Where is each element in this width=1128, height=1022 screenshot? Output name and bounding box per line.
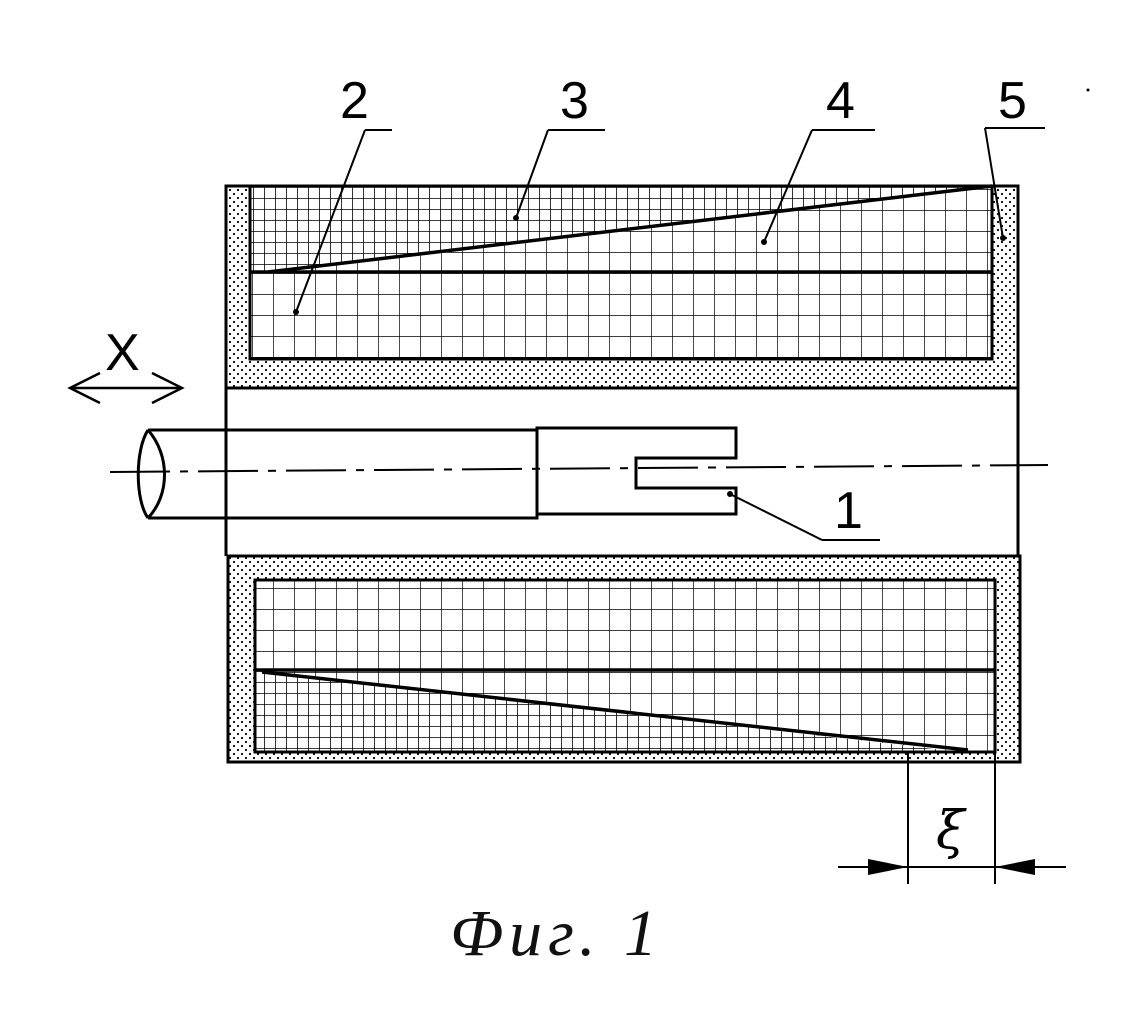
gap-label: ξ — [936, 801, 967, 861]
label-2: 2 — [340, 72, 369, 130]
label-4: 4 — [826, 72, 855, 130]
centerline — [109, 464, 1049, 473]
label-5: 5 — [998, 72, 1027, 130]
figure-caption: Фиг. 1 — [450, 897, 663, 970]
plunger-rod — [136, 426, 738, 520]
plunger-head — [535, 426, 738, 516]
winding-2 — [250, 272, 992, 359]
lower-winding-coarse — [255, 580, 995, 670]
callouts: 2 3 4 5 1 — [293, 72, 1045, 541]
axis-label: X — [105, 324, 140, 382]
axis-arrow: X — [67, 324, 185, 405]
label-1: 1 — [834, 482, 863, 540]
label-3: 3 — [560, 72, 589, 130]
upper-coil — [224, 184, 1020, 390]
gap-dimension: ξ — [838, 752, 1066, 884]
lower-coil — [226, 554, 1022, 764]
